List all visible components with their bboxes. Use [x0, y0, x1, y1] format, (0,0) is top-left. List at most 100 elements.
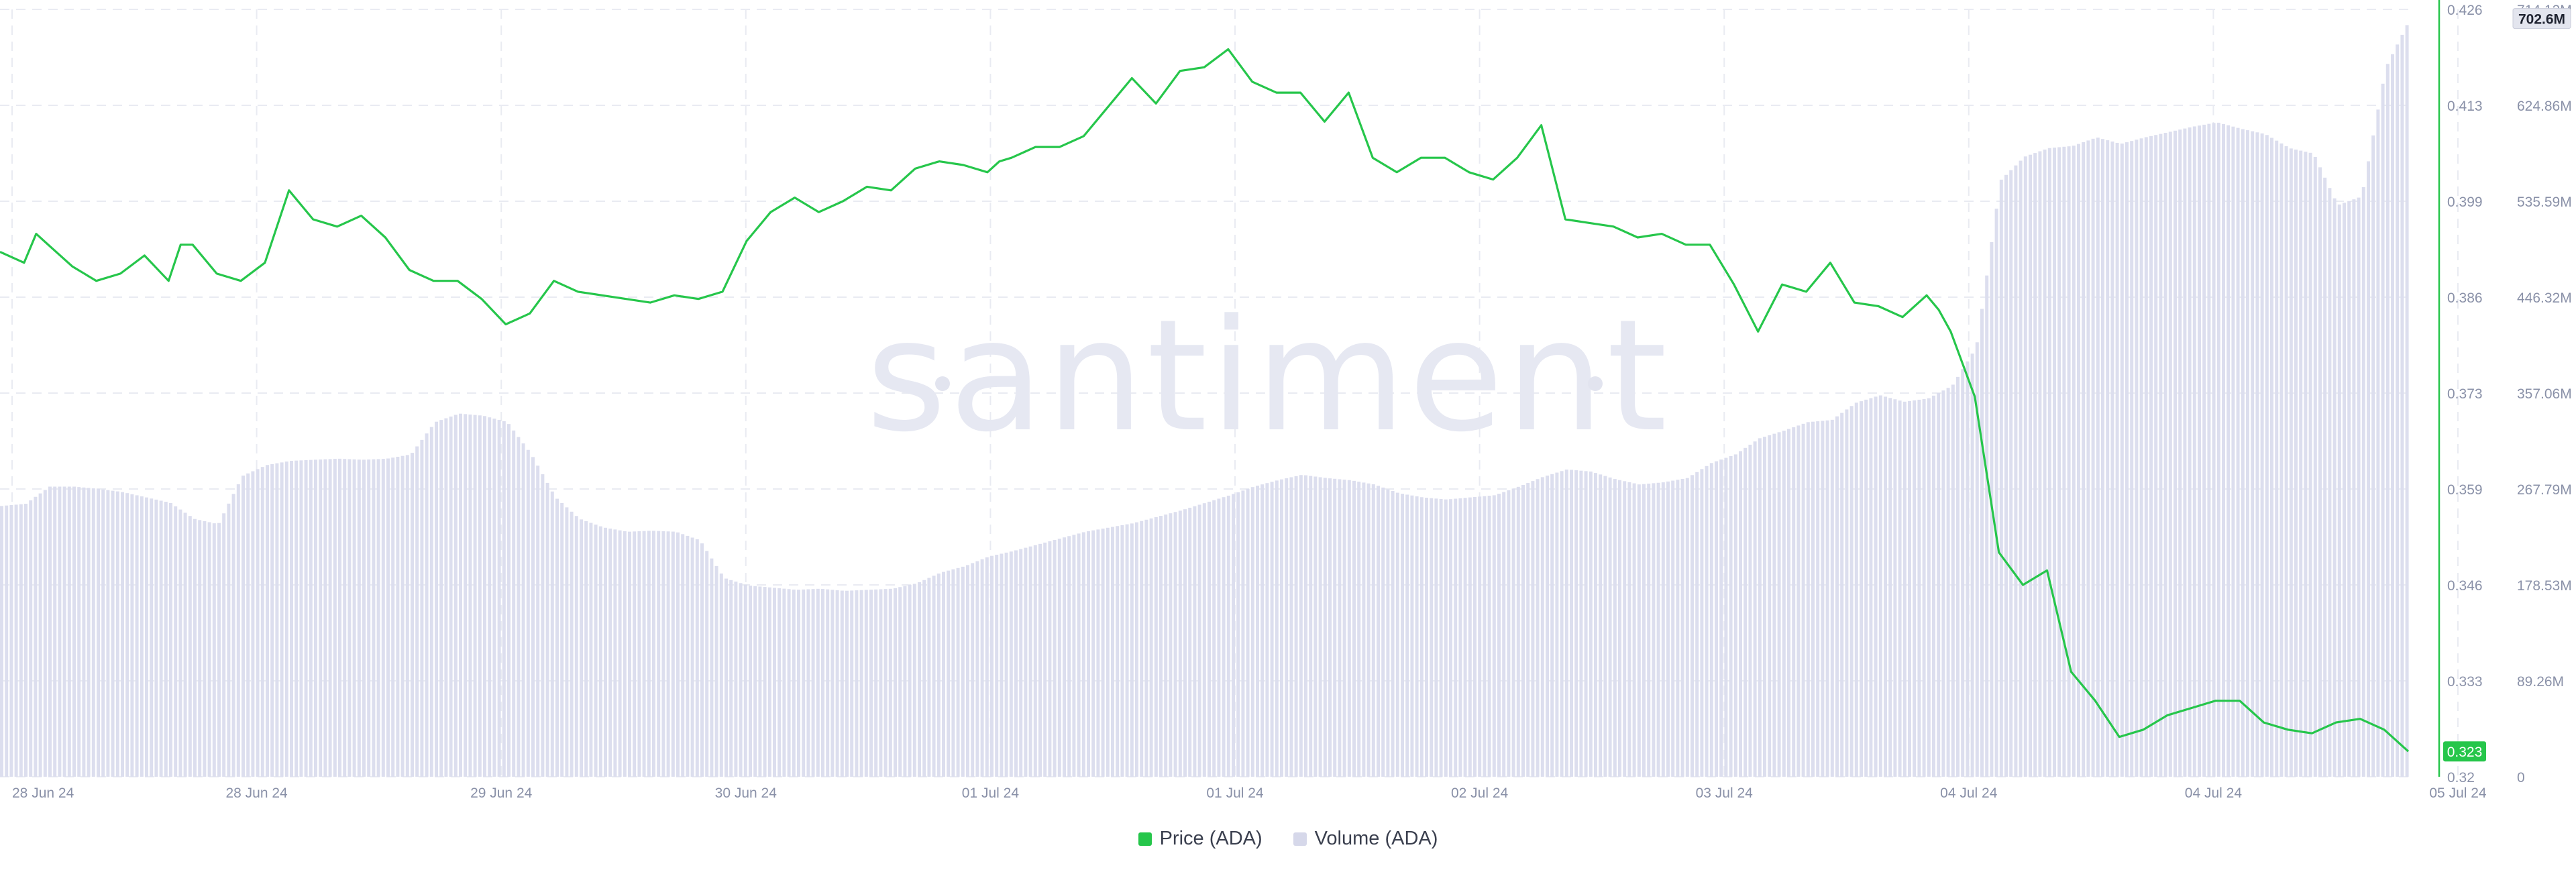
- volume-bar: [2241, 129, 2245, 777]
- price-tick-label: 0.359: [2447, 482, 2483, 498]
- volume-bar: [1419, 497, 1424, 777]
- volume-bar: [657, 531, 661, 777]
- volume-bar: [1715, 461, 1718, 777]
- volume-bar: [995, 555, 999, 777]
- volume-bar: [628, 531, 631, 777]
- volume-bar: [763, 587, 767, 777]
- legend-item-price[interactable]: Price (ADA): [1138, 828, 1263, 850]
- volume-bar: [2125, 142, 2129, 777]
- volume-bar: [294, 460, 299, 777]
- volume-series: [0, 25, 2409, 777]
- last-value-badges: 0.323 702.6M: [2443, 8, 2571, 762]
- volume-bar: [1434, 498, 1438, 777]
- volume-bar: [777, 588, 782, 777]
- volume-bar: [1081, 532, 1085, 777]
- volume-bar: [560, 502, 564, 777]
- volume-bar: [1004, 552, 1008, 777]
- volume-bar: [299, 460, 303, 777]
- volume-bar: [2255, 132, 2259, 777]
- volume-bar: [1357, 482, 1361, 777]
- volume-tick-label: 535.59M: [2517, 195, 2572, 210]
- volume-bar: [2149, 135, 2153, 777]
- volume-bar: [145, 497, 148, 777]
- volume-bar: [48, 486, 52, 777]
- volume-bar: [1197, 504, 1201, 777]
- volume-bar: [333, 459, 337, 777]
- volume-bar: [396, 456, 400, 777]
- volume-bar: [2275, 140, 2279, 777]
- volume-bar: [521, 443, 525, 777]
- volume-bar: [19, 504, 23, 777]
- volume-bar: [38, 493, 42, 777]
- volume-bar: [2047, 148, 2051, 777]
- volume-bar: [1830, 419, 1834, 777]
- volume-bar: [1975, 342, 1979, 777]
- legend-item-volume[interactable]: Volume (ADA): [1293, 828, 1438, 850]
- volume-bar: [459, 413, 462, 777]
- volume-bar: [497, 420, 501, 777]
- volume-bar: [115, 491, 119, 777]
- volume-bar: [0, 506, 3, 777]
- volume-bar: [1560, 471, 1564, 777]
- volume-bar: [2057, 147, 2061, 777]
- volume-bar: [1536, 479, 1540, 777]
- volume-bar: [106, 490, 110, 777]
- volume-bar: [227, 503, 231, 777]
- volume-bar: [2192, 126, 2196, 777]
- volume-bar: [2265, 135, 2269, 777]
- volume-bar: [1063, 537, 1066, 777]
- santiment-watermark: santiment: [866, 287, 1670, 466]
- volume-bar: [1381, 487, 1385, 777]
- legend-swatch-price: [1138, 832, 1152, 846]
- volume-bar: [1285, 478, 1289, 777]
- volume-bar: [72, 486, 76, 777]
- volume-bar: [782, 588, 786, 777]
- volume-bar: [241, 476, 245, 777]
- price-tick-label: 0.399: [2447, 195, 2483, 210]
- volume-bar: [1159, 516, 1163, 777]
- volume-bar: [637, 531, 641, 777]
- volume-bar: [2202, 124, 2206, 777]
- volume-bar: [309, 459, 313, 777]
- volume-bar: [531, 457, 535, 777]
- volume-bar: [918, 582, 921, 777]
- volume-bar: [1463, 498, 1467, 777]
- volume-bar: [2067, 146, 2071, 777]
- watermark-dot: [935, 376, 950, 391]
- volume-bar: [1671, 480, 1675, 777]
- volume-bar: [850, 590, 854, 777]
- volume-bar: [1391, 491, 1395, 777]
- volume-bar: [2294, 149, 2298, 777]
- volume-bar: [1299, 475, 1303, 777]
- volume-bar: [2405, 25, 2409, 777]
- volume-bar: [2101, 139, 2104, 777]
- volume-bar: [507, 424, 511, 777]
- volume-bar: [483, 416, 486, 777]
- volume-bar: [1347, 480, 1351, 777]
- volume-bar: [1787, 429, 1790, 777]
- volume-bar: [1743, 447, 1748, 777]
- volume-bar: [1618, 480, 1621, 777]
- volume-bar: [797, 590, 800, 777]
- x-tick-label: 05 Jul 24: [2429, 785, 2487, 801]
- price-volume-chart[interactable]: santiment 28 Jun 24 28 Jun 24 29 Jun 24 30 …: [0, 0, 2576, 825]
- volume-bar: [1540, 477, 1544, 777]
- price-tick-label: 0.426: [2447, 3, 2483, 18]
- volume-bar: [1946, 388, 1950, 777]
- volume-bar: [1217, 498, 1221, 777]
- volume-bar: [2299, 150, 2303, 777]
- volume-bar: [266, 465, 269, 777]
- volume-bar: [2120, 144, 2124, 777]
- volume-bar: [5, 505, 9, 777]
- volume-bar: [584, 521, 588, 777]
- volume-bar: [2251, 131, 2255, 777]
- volume-bar: [2139, 138, 2143, 777]
- volume-bar: [1613, 479, 1617, 777]
- volume-bar: [2115, 142, 2119, 777]
- volume-bar: [1821, 421, 1825, 777]
- volume-bar: [1116, 526, 1120, 777]
- price-series-line: [0, 48, 2410, 753]
- volume-bar: [1492, 495, 1496, 777]
- volume-bar: [1106, 527, 1110, 777]
- volume-bar: [2376, 109, 2380, 777]
